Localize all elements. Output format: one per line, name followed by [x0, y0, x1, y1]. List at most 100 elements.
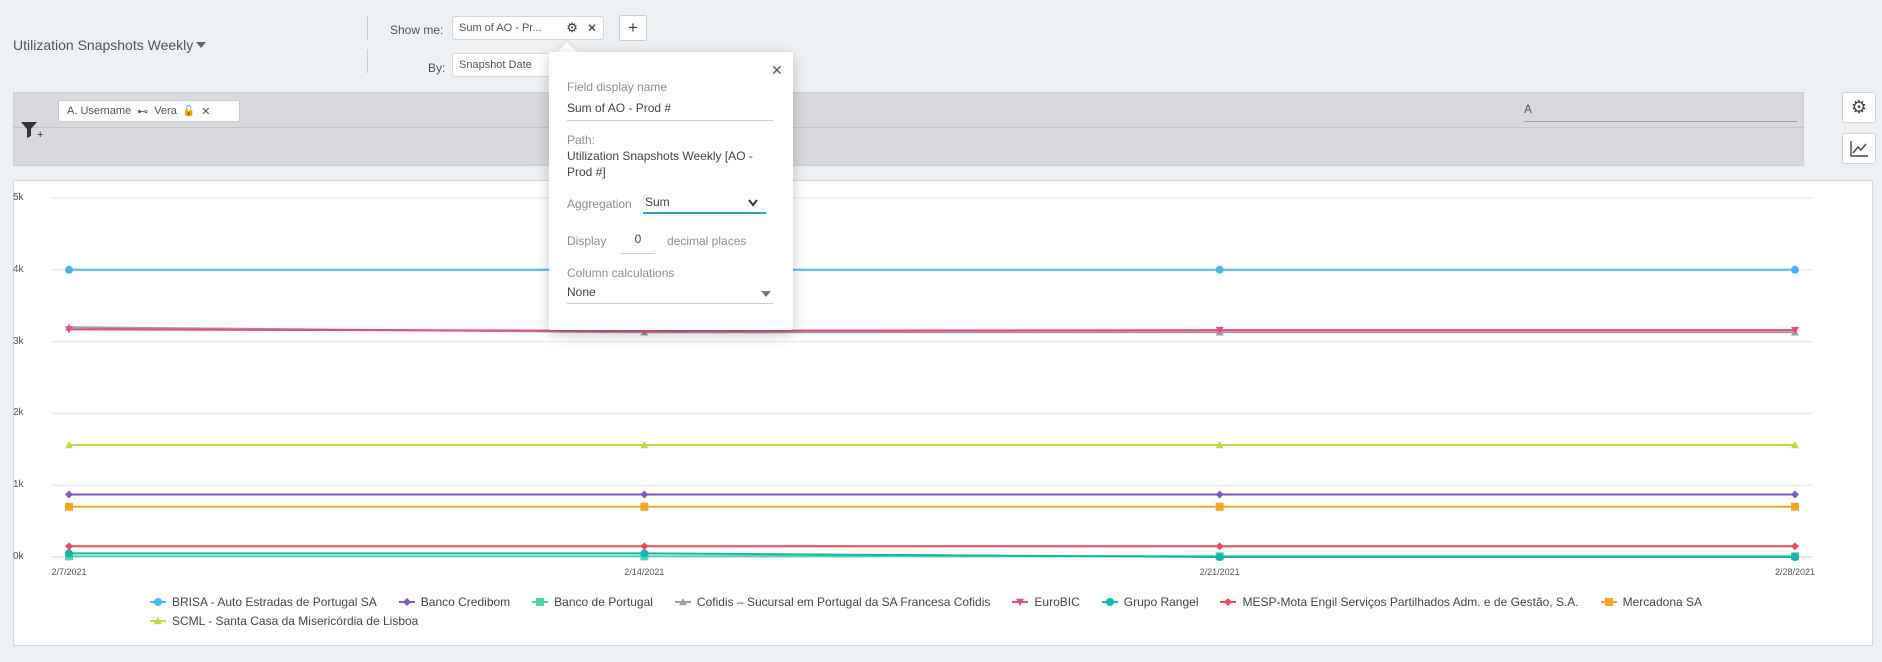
line-chart-icon — [1850, 140, 1868, 157]
header-divider — [367, 16, 368, 40]
close-icon[interactable]: ✕ — [586, 21, 597, 35]
legend-row: BRISA - Auto Estradas de Portugal SA Banc… — [150, 594, 1750, 610]
series-line — [69, 552, 1795, 558]
legend-label: Banco Credibom — [420, 595, 511, 609]
legend-item[interactable]: Grupo Rangel — [1101, 594, 1199, 610]
legend-marker — [536, 598, 545, 606]
legend-label: MESP-Mota Engil Serviços Partilhados Adm… — [1242, 595, 1579, 609]
by-field[interactable]: Snapshot Date — [452, 53, 562, 77]
show-me-value: Sum of AO - Pr... — [459, 22, 542, 34]
legend-item[interactable]: Mercadona SA — [1600, 594, 1703, 610]
svg-text:+: + — [37, 129, 43, 140]
aggregation-label: Aggregation — [567, 197, 632, 211]
legend-label: Cofidis – Sucursal em Portugal da SA Fra… — [696, 595, 991, 609]
legend-label: Grupo Rangel — [1123, 595, 1199, 609]
legend-marker — [1016, 598, 1025, 606]
legend-swatch-icon — [150, 617, 166, 625]
gear-icon: ⚙ — [1850, 97, 1868, 117]
x-tick-label: 2/7/2021 — [51, 567, 87, 577]
filter-value: Vera — [154, 105, 177, 117]
legend-item[interactable]: BRISA - Auto Estradas de Portugal SA — [150, 594, 377, 610]
data-point — [640, 549, 649, 558]
legend-marker — [154, 617, 162, 625]
y-tick-label: 1k — [13, 479, 24, 491]
data-point — [1791, 542, 1799, 551]
data-point — [1791, 440, 1799, 449]
data-point — [65, 502, 73, 511]
filter-field: A. Username — [67, 105, 132, 117]
data-point — [1791, 502, 1799, 511]
display-name-label: Field display name — [567, 80, 668, 94]
legend-item[interactable]: SCML - Santa Casa da Misericórdia de Lis… — [150, 613, 418, 629]
data-point — [1791, 490, 1799, 499]
chevron-down-icon — [748, 199, 758, 207]
legend-item[interactable]: Banco Credibom — [398, 594, 511, 610]
legend-marker — [1604, 598, 1613, 606]
legend-marker — [1105, 598, 1114, 606]
legend-label: Mercadona SA — [1622, 595, 1703, 609]
report-dropdown-icon[interactable] — [196, 42, 206, 48]
add-filter-icon[interactable]: + — [20, 120, 44, 145]
path-line: Utilization Snapshots Weekly [AO - — [567, 149, 753, 163]
by-value: Snapshot Date — [459, 59, 532, 71]
legend-item[interactable]: Banco de Portugal — [532, 594, 653, 610]
y-tick-label: 0k — [13, 551, 24, 562]
legend-marker — [402, 598, 411, 606]
legend-label: Banco de Portugal — [554, 595, 653, 609]
header-divider — [367, 49, 368, 73]
x-tick-label: 2/14/2021 — [624, 567, 665, 577]
show-me-label: Show me: — [390, 23, 444, 37]
filter-chip[interactable]: A. Username ⊷ Vera 🔓 ✕ — [58, 100, 240, 122]
legend-label: EuroBIC — [1034, 595, 1080, 609]
path-line: Prod #] — [567, 165, 606, 179]
column-calc-select[interactable]: None — [567, 282, 773, 304]
decimal-places-input[interactable]: 0 — [621, 232, 655, 254]
data-point — [1215, 440, 1224, 449]
display-label: Display — [567, 234, 607, 248]
data-point — [65, 549, 73, 558]
filter-divider — [13, 127, 1804, 128]
settings-button[interactable]: ⚙ — [1842, 92, 1876, 123]
column-calc-value: None — [567, 285, 596, 299]
legend-item[interactable]: EuroBIC — [1012, 594, 1080, 610]
close-icon[interactable]: ✕ — [771, 62, 783, 78]
y-tick-label: 2k — [13, 407, 24, 419]
legend-swatch-icon — [1600, 598, 1617, 606]
close-icon[interactable]: ✕ — [201, 105, 211, 118]
filter-bar — [13, 92, 1804, 166]
legend-marker — [1224, 598, 1233, 606]
x-tick-label: 2/21/2021 — [1199, 567, 1240, 577]
legend-swatch-icon — [1101, 598, 1118, 606]
data-point — [1791, 553, 1799, 561]
legend-item[interactable]: Cofidis – Sucursal em Portugal da SA Fra… — [674, 594, 991, 610]
chart-type-button[interactable] — [1842, 133, 1876, 164]
legend-row: SCML - Santa Casa da Misericórdia de Lis… — [150, 613, 1750, 629]
filter-search-input[interactable]: A — [1524, 98, 1797, 122]
data-point — [640, 502, 649, 511]
legend-swatch-icon — [532, 598, 549, 606]
lock-icon[interactable]: 🔓 — [182, 105, 196, 117]
decimal-places-label: decimal places — [667, 234, 747, 248]
field-settings-popup: ✕ Field display name Sum of AO - Prod # … — [549, 52, 793, 330]
x-tick-label: 2/28/2021 — [1774, 567, 1816, 577]
aggregation-select[interactable]: Sum — [643, 192, 766, 214]
legend-marker — [154, 598, 162, 606]
data-point — [65, 326, 73, 334]
legend-label: SCML - Santa Casa da Misericórdia de Lis… — [172, 614, 419, 628]
display-name-input[interactable]: Sum of AO - Prod # — [567, 101, 773, 121]
report-title[interactable]: Utilization Snapshots Weekly — [13, 37, 194, 53]
show-me-field[interactable]: Sum of AO - Pr... ⚙ ✕ — [452, 16, 604, 40]
path-label: Path: — [567, 133, 596, 147]
data-point — [65, 542, 73, 551]
column-calc-label: Column calculations — [567, 266, 675, 280]
legend-marker — [678, 598, 687, 606]
data-point — [1791, 265, 1799, 274]
by-label: By: — [428, 61, 446, 75]
operator-icon: ⊷ — [137, 105, 149, 118]
add-measure-button[interactable]: + — [619, 15, 647, 41]
data-point — [1215, 326, 1224, 335]
gear-icon[interactable]: ⚙ — [566, 20, 578, 35]
legend-swatch-icon — [674, 598, 691, 606]
data-point — [65, 490, 73, 499]
legend-item[interactable]: MESP-Mota Engil Serviços Partilhados Adm… — [1220, 594, 1579, 610]
